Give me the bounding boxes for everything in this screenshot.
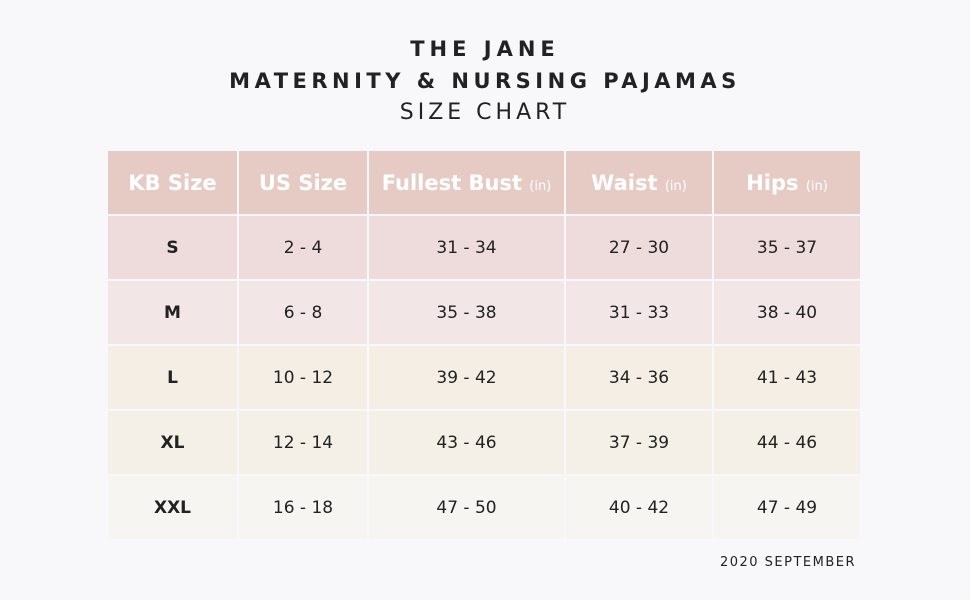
header-fullest-bust: Fullest Bust (in) (369, 151, 564, 214)
size-chart-table: KB Size US Size Fullest Bust (in) Waist … (106, 149, 862, 541)
cell-fullest-bust: 31 - 34 (369, 216, 564, 279)
cell-kb-size: S (108, 216, 237, 279)
header-unit: (in) (664, 178, 687, 194)
date-footer: 2020 SEPTEMBER (719, 555, 856, 570)
cell-us-size: 12 - 14 (239, 411, 367, 474)
product-title: MATERNITY & NURSING PAJAMAS (229, 69, 741, 93)
header-waist: Waist (in) (566, 151, 712, 214)
cell-hips: 38 - 40 (714, 281, 860, 344)
cell-us-size: 10 - 12 (239, 346, 367, 409)
cell-kb-size: XXL (108, 476, 237, 539)
header-unit: (in) (805, 178, 828, 194)
header-unit: (in) (529, 178, 552, 194)
cell-us-size: 16 - 18 (239, 476, 367, 539)
table-row: L 10 - 12 39 - 42 34 - 36 41 - 43 (108, 346, 860, 409)
header-hips: Hips (in) (714, 151, 860, 214)
header-label: Waist (591, 170, 658, 195)
chart-subtitle: SIZE CHART (399, 100, 571, 125)
cell-fullest-bust: 39 - 42 (369, 346, 564, 409)
header-label: Hips (746, 170, 799, 195)
header-us-size: US Size (239, 151, 367, 214)
cell-waist: 27 - 30 (566, 216, 712, 279)
cell-fullest-bust: 35 - 38 (369, 281, 564, 344)
cell-kb-size: M (108, 281, 237, 344)
cell-hips: 41 - 43 (714, 346, 860, 409)
cell-waist: 37 - 39 (566, 411, 712, 474)
cell-hips: 44 - 46 (714, 411, 860, 474)
header-row: KB Size US Size Fullest Bust (in) Waist … (108, 151, 860, 214)
header-label: US Size (258, 170, 348, 195)
brand-title: THE JANE (410, 37, 560, 61)
cell-fullest-bust: 43 - 46 (369, 411, 564, 474)
cell-waist: 34 - 36 (566, 346, 712, 409)
cell-hips: 47 - 49 (714, 476, 860, 539)
cell-waist: 31 - 33 (566, 281, 712, 344)
cell-kb-size: XL (108, 411, 237, 474)
cell-kb-size: L (108, 346, 237, 409)
cell-us-size: 2 - 4 (239, 216, 367, 279)
table-row: XL 12 - 14 43 - 46 37 - 39 44 - 46 (108, 411, 860, 474)
header-kb-size: KB Size (108, 151, 237, 214)
cell-waist: 40 - 42 (566, 476, 712, 539)
table-row: XXL 16 - 18 47 - 50 40 - 42 47 - 49 (108, 476, 860, 539)
cell-us-size: 6 - 8 (239, 281, 367, 344)
header-label: KB Size (128, 170, 217, 195)
cell-hips: 35 - 37 (714, 216, 860, 279)
header-label: Fullest Bust (381, 170, 522, 195)
cell-fullest-bust: 47 - 50 (369, 476, 564, 539)
